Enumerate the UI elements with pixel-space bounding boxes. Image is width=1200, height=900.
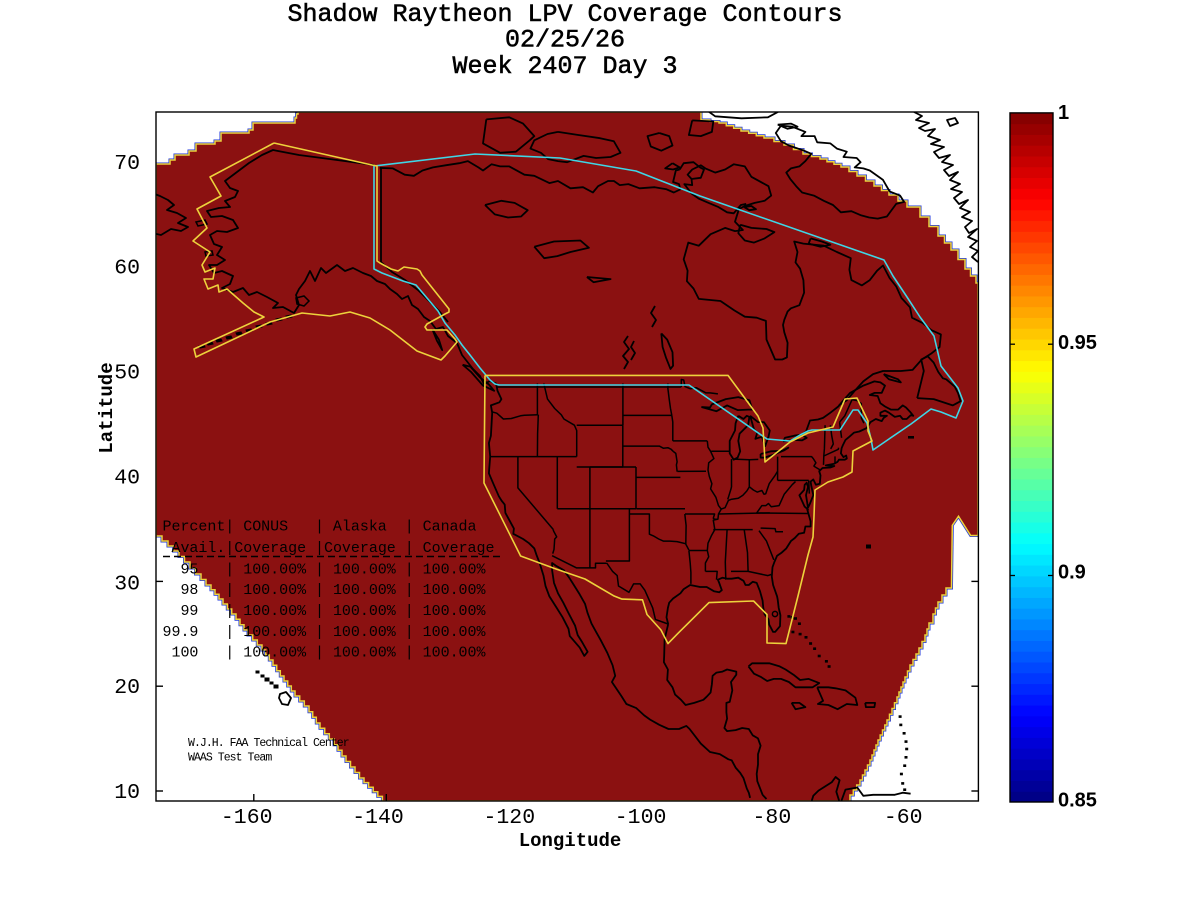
svg-text:Week 2407 Day 3: Week 2407 Day 3: [452, 52, 677, 81]
svg-text:-100: -100: [615, 806, 667, 830]
svg-text:Latitude: Latitude: [96, 362, 118, 453]
svg-text:Percent| CONUS | Alaska | C: Percent| CONUS | Alaska | Canada: [163, 519, 477, 536]
svg-text:Avail.|Coverage |Coverage | Co: Avail.|Coverage |Coverage | Coverage: [163, 540, 495, 557]
svg-text:0.9: 0.9: [1058, 561, 1086, 583]
svg-text:70: 70: [114, 152, 140, 176]
svg-text:-60: -60: [884, 806, 923, 830]
svg-text:-80: -80: [753, 806, 792, 830]
svg-text:0.85: 0.85: [1058, 789, 1097, 811]
svg-text:50: 50: [114, 362, 140, 386]
svg-text:100 | 100.00% | 100.00% | 10: 100 | 100.00% | 100.00% | 100.00%: [163, 645, 487, 662]
svg-text:99.9 | 100.00% | 100.00% | 1: 99.9 | 100.00% | 100.00% | 100.00%: [163, 624, 487, 641]
svg-text:W.J.H. FAA Technical Center: W.J.H. FAA Technical Center: [188, 737, 349, 750]
svg-text:30: 30: [114, 573, 140, 597]
svg-text:60: 60: [114, 257, 140, 281]
svg-text:99 | 100.00% | 100.00% | 100: 99 | 100.00% | 100.00% | 100.00%: [163, 603, 487, 620]
svg-text:Shadow Raytheon LPV Coverage C: Shadow Raytheon LPV Coverage Contours: [287, 0, 842, 29]
svg-text:-120: -120: [483, 806, 535, 830]
svg-text:20: 20: [114, 676, 140, 700]
svg-text:95 | 100.00% | 100.00% | 100: 95 | 100.00% | 100.00% | 100.00%: [163, 562, 487, 579]
svg-text:WAAS Test Team: WAAS Test Team: [188, 752, 272, 765]
svg-text:40: 40: [114, 467, 140, 491]
svg-text:-160: -160: [221, 806, 273, 830]
svg-text:1: 1: [1058, 102, 1069, 124]
svg-text:10: 10: [114, 781, 140, 805]
svg-text:-140: -140: [352, 806, 404, 830]
svg-text:98 | 100.00% | 100.00% | 100: 98 | 100.00% | 100.00% | 100.00%: [163, 582, 487, 599]
svg-text:02/25/26: 02/25/26: [505, 26, 625, 55]
svg-text:Longitude: Longitude: [519, 830, 622, 852]
svg-text:0.95: 0.95: [1058, 332, 1097, 354]
